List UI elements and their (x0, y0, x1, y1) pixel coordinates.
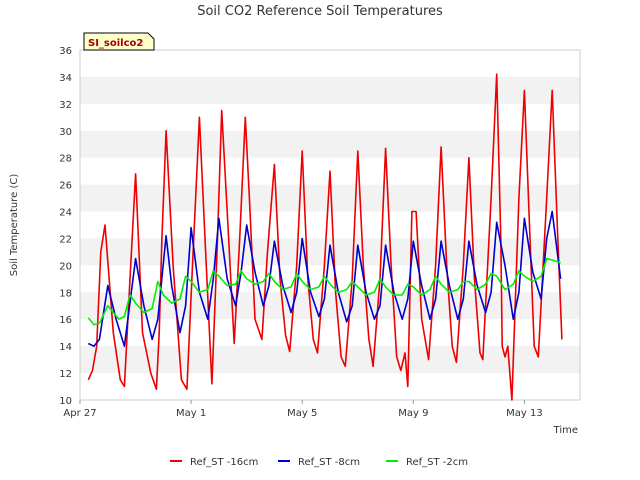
y-tick-label: 16 (59, 315, 72, 326)
y-tick-label: 22 (59, 234, 72, 245)
x-tick-label: Apr 27 (63, 408, 96, 419)
y-tick-label: 18 (59, 288, 72, 299)
y-tick-label: 26 (59, 181, 72, 192)
series-line (87, 257, 561, 326)
grid-band (80, 76, 580, 104)
site-label-box: SI_soilco2 (83, 32, 155, 51)
y-tick-label: 14 (59, 342, 72, 353)
x-tick-label: May 9 (398, 408, 428, 419)
series-lines (87, 73, 563, 401)
y-tick-label: 34 (59, 73, 72, 84)
y-axis-label: Soil Temperature (C) (9, 174, 20, 277)
legend: Ref_ST -16cm Ref_ST -8cm Ref_ST -2cm (170, 457, 468, 468)
y-tick-label: 30 (59, 127, 72, 138)
y-axis-ticks: 10 12 14 16 18 20 22 24 26 28 30 32 34 36 (59, 46, 72, 407)
y-tick-label: 28 (59, 154, 72, 165)
chart-title: Soil CO2 Reference Soil Temperatures (197, 4, 443, 19)
grid-band (80, 184, 580, 212)
legend-entry: Ref_ST -2cm (406, 457, 468, 468)
series-line (87, 73, 563, 401)
x-tick-label: May 1 (176, 408, 206, 419)
x-axis-label: Time (553, 425, 578, 436)
y-tick-label: 20 (59, 261, 72, 272)
y-tick-label: 12 (59, 369, 72, 380)
grid-band (80, 130, 580, 158)
grid-band (80, 292, 580, 320)
y-tick-label: 32 (59, 100, 72, 111)
y-tick-label: 10 (59, 396, 72, 407)
x-tick-label: May 5 (287, 408, 317, 419)
y-tick-label: 24 (59, 208, 72, 219)
y-tick-label: 36 (59, 46, 72, 57)
legend-entry: Ref_ST -8cm (298, 457, 360, 468)
grid-band (80, 346, 580, 374)
x-tick-label: May 13 (506, 408, 543, 419)
plot-area-border (79, 49, 581, 401)
site-label: SI_soilco2 (88, 38, 143, 49)
legend-entry: Ref_ST -16cm (190, 457, 258, 468)
x-axis-ticks: Apr 27 May 1 May 5 May 9 May 13 (63, 400, 543, 419)
series-line (87, 210, 562, 348)
